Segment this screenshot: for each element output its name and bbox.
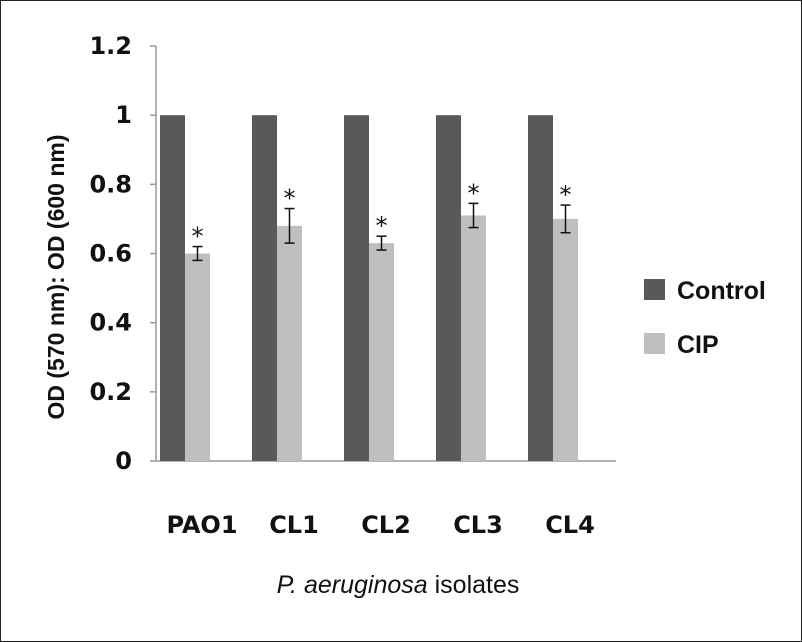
y-tick-label: 0.8 [89, 170, 132, 198]
bar-cip [185, 253, 210, 461]
significance-marker: * [560, 181, 572, 209]
significance-marker: * [192, 223, 204, 251]
y-tick-label: 0.2 [89, 378, 132, 406]
x-axis-title: P. aeruginosa isolates [277, 571, 520, 599]
x-axis-title-rest: isolates [428, 571, 520, 599]
bar-cip [369, 243, 394, 461]
x-category-label: CL2 [361, 511, 411, 539]
y-tick-label: 1 [115, 101, 132, 129]
bar-control [528, 115, 553, 462]
significance-marker: * [468, 179, 480, 207]
x-category-label: CL3 [453, 511, 503, 539]
bar-cip [277, 225, 302, 461]
labels: 0 0.2 0.4 0.6 0.8 1 1.2 * PAO1 * CL1 * CL2 * CL3 * CL4 [89, 32, 594, 539]
bar-control [252, 115, 277, 462]
legend-swatch-control [644, 279, 665, 300]
legend-label-control: Control [677, 277, 766, 305]
x-category-label: CL4 [545, 511, 595, 539]
significance-marker: * [284, 185, 296, 213]
x-category-label: PAO1 [166, 511, 237, 539]
y-tick-label: 0 [115, 447, 132, 475]
significance-marker: * [376, 212, 388, 240]
bar-cip [461, 215, 486, 461]
bar-control [344, 115, 369, 462]
legend-label-cip: CIP [677, 331, 719, 359]
x-axis-title-species: P. aeruginosa [277, 571, 428, 599]
x-category-label: CL1 [269, 511, 319, 539]
y-tick-label: 1.2 [89, 32, 132, 60]
y-tick-label: 0.4 [89, 309, 132, 337]
bar-control [160, 115, 185, 462]
y-tick-label: 0.6 [89, 240, 132, 268]
bar-control [436, 115, 461, 462]
bars [160, 115, 578, 462]
bar-cip [553, 218, 578, 461]
y-axis-title: OD (570 nm): OD (600 nm) [43, 135, 69, 420]
legend-swatch-cip [644, 333, 665, 354]
legend: Control CIP [644, 277, 766, 359]
